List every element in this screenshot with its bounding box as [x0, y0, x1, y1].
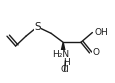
- Text: H: H: [62, 58, 69, 67]
- Text: H₂N: H₂N: [51, 50, 68, 59]
- Polygon shape: [61, 42, 65, 52]
- Text: O: O: [92, 48, 99, 57]
- Text: S: S: [34, 22, 40, 32]
- Text: Cl: Cl: [60, 65, 69, 74]
- Text: OH: OH: [94, 28, 107, 37]
